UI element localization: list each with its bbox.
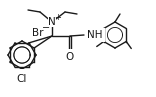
Text: +: + xyxy=(55,13,61,22)
Text: −: − xyxy=(42,23,50,33)
Text: NH: NH xyxy=(87,30,102,40)
Text: N: N xyxy=(48,17,56,27)
Text: Br: Br xyxy=(32,28,44,38)
Text: Cl: Cl xyxy=(17,74,27,84)
Text: O: O xyxy=(66,52,74,62)
